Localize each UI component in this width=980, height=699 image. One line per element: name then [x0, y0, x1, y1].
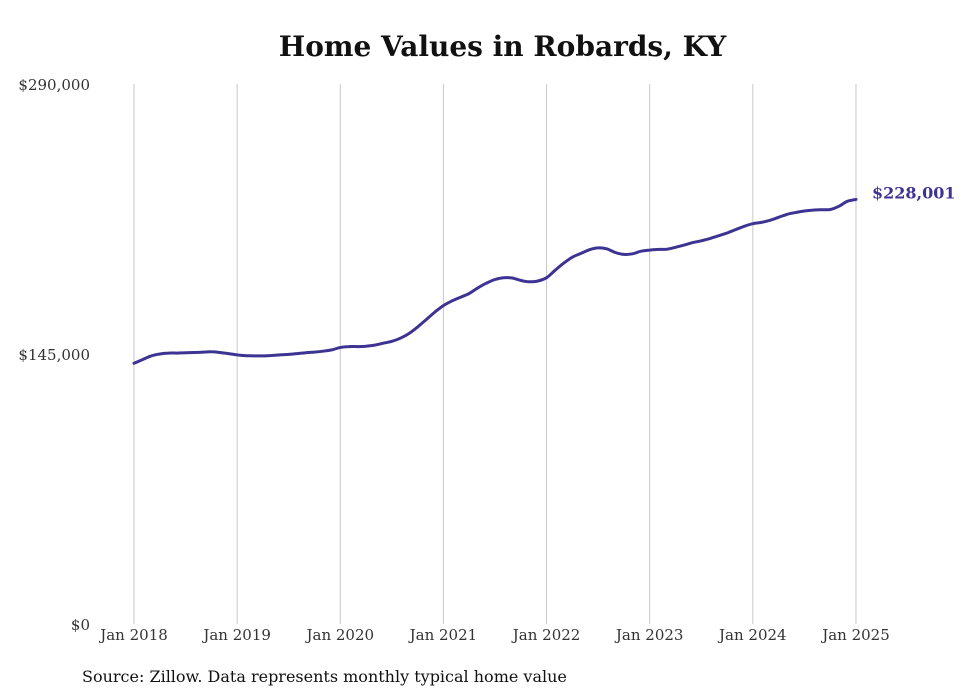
x-tick-label: Jan 2019 [201, 626, 271, 644]
y-tick-label: $290,000 [18, 76, 90, 94]
chart-title: Home Values in Robards, KY [278, 30, 727, 63]
x-tick-label: Jan 2021 [408, 626, 478, 644]
x-tick-label: Jan 2020 [304, 626, 374, 644]
y-tick-label: $145,000 [18, 346, 90, 364]
y-tick-label: $0 [71, 616, 90, 634]
source-note: Source: Zillow. Data represents monthly … [82, 667, 567, 686]
home-value-line [132, 197, 858, 365]
x-tick-label: Jan 2018 [98, 626, 168, 644]
x-axis-tick-labels: Jan 2018 Jan 2019 Jan 2020 Jan 2021 Jan 2022… [98, 626, 890, 644]
x-tick-label: Jan 2024 [717, 626, 787, 644]
x-tick-label: Jan 2023 [614, 626, 684, 644]
x-tick-label: Jan 2025 [820, 626, 890, 644]
y-axis-tick-labels: $0 $145,000 $290,000 [18, 76, 90, 634]
latest-value-label: $228,001 [872, 183, 956, 202]
line-chart: $0$145,000$290,000 Jan 2018 Jan 2019 Jan 2… [18, 76, 956, 644]
x-tick-label: Jan 2022 [511, 626, 581, 644]
